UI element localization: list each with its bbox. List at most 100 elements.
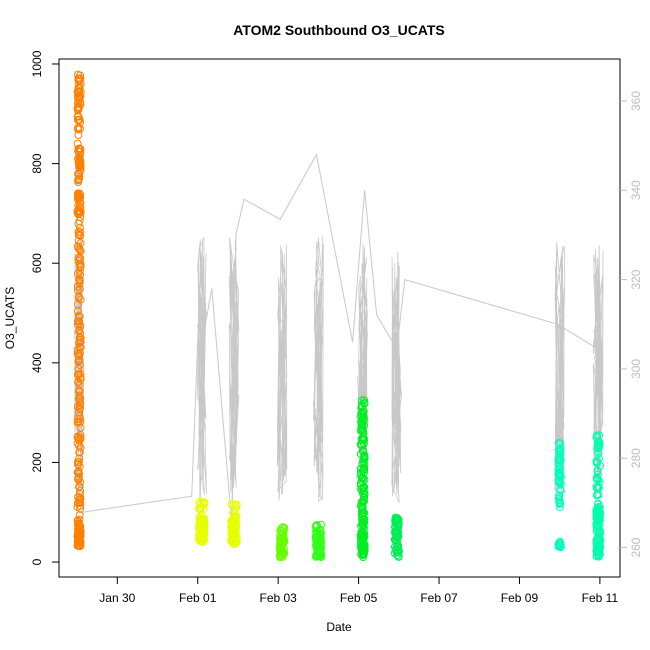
secondary-series-band (228, 237, 240, 502)
data-point (73, 307, 82, 316)
data-point (75, 150, 84, 159)
data-point (556, 485, 565, 494)
data-point (360, 435, 369, 444)
data-point (75, 246, 84, 254)
data-point (73, 286, 82, 295)
data-point (195, 530, 204, 538)
data-point (200, 500, 209, 508)
data-point (75, 482, 83, 491)
data-point (359, 535, 367, 544)
data-point (593, 545, 602, 554)
data-point (556, 473, 565, 482)
data-point (75, 448, 84, 457)
data-point (74, 76, 83, 85)
data-point (74, 102, 83, 111)
data-point (357, 396, 366, 405)
data-point (359, 466, 367, 475)
secondary-series-band (276, 244, 288, 502)
y-tick-label: 600 (30, 253, 44, 273)
data-point (74, 472, 83, 481)
data-point (73, 139, 82, 148)
data-point (358, 409, 367, 418)
data-point (195, 499, 204, 508)
data-point (595, 535, 604, 544)
data-point (277, 550, 285, 559)
y2-tick-label: 260 (629, 537, 643, 557)
data-point (231, 500, 240, 509)
data-point (76, 343, 85, 352)
y-tick-label: 400 (30, 352, 44, 372)
data-point (592, 522, 601, 531)
scatter-series (554, 438, 565, 552)
data-point (359, 550, 368, 558)
data-point (74, 467, 83, 476)
data-point (393, 516, 402, 524)
data-point (594, 551, 603, 560)
data-point (73, 516, 82, 525)
scatter-series (356, 396, 369, 561)
data-point (232, 512, 241, 521)
data-point (595, 441, 604, 450)
data-point (231, 512, 240, 521)
x-axis-title: Date (326, 620, 352, 634)
secondary-series-line (79, 153, 600, 526)
data-point (358, 446, 367, 455)
data-point (75, 403, 84, 412)
data-point (357, 534, 365, 543)
data-point (74, 236, 83, 245)
data-point (74, 357, 83, 366)
x-tick-label: Jan 30 (99, 591, 135, 605)
data-point (75, 144, 84, 153)
data-point (356, 501, 365, 510)
data-point (75, 208, 84, 217)
data-point (73, 530, 82, 539)
secondary-series-band (554, 242, 566, 498)
data-point (357, 474, 366, 482)
x-tick-label: Feb 09 (501, 591, 539, 605)
data-point (73, 124, 82, 133)
data-point (593, 508, 602, 517)
x-tick-label: Feb 07 (420, 591, 458, 605)
data-point (75, 93, 84, 102)
data-point (74, 312, 83, 320)
data-point (315, 525, 324, 534)
data-point (75, 217, 84, 226)
data-point (592, 457, 601, 466)
data-point (392, 517, 401, 526)
data-point (76, 295, 85, 304)
data-point (278, 529, 287, 538)
data-point (596, 536, 605, 545)
data-point (76, 228, 85, 237)
scatter-series (195, 497, 209, 546)
secondary-series-band (391, 251, 402, 503)
data-point (74, 519, 83, 528)
secondary-series-band (313, 235, 324, 503)
data-point (76, 369, 85, 378)
data-point (74, 208, 83, 217)
scatter-series (227, 500, 241, 549)
data-point (75, 355, 84, 364)
data-point (555, 491, 564, 500)
scatter-series (311, 520, 326, 561)
y2-tick-label: 340 (629, 180, 643, 200)
data-point (592, 505, 601, 514)
data-point (74, 70, 82, 79)
data-point (554, 445, 563, 454)
data-point (357, 401, 366, 410)
data-point (392, 533, 401, 542)
x-tick-label: Feb 01 (179, 591, 217, 605)
data-point (556, 537, 564, 546)
data-point (75, 521, 84, 530)
x-axis: Jan 30 Feb 01 Feb 03 Feb 05 Feb 07 Feb 09 Feb … (99, 576, 618, 605)
data-point (195, 519, 204, 528)
data-point (76, 247, 85, 256)
data-point (74, 170, 83, 179)
data-point (75, 275, 84, 284)
data-point (357, 421, 366, 430)
data-point (357, 408, 366, 417)
data-point (228, 523, 236, 532)
secondary-series-layer (73, 153, 604, 526)
data-point (75, 394, 83, 403)
data-point (357, 506, 366, 515)
